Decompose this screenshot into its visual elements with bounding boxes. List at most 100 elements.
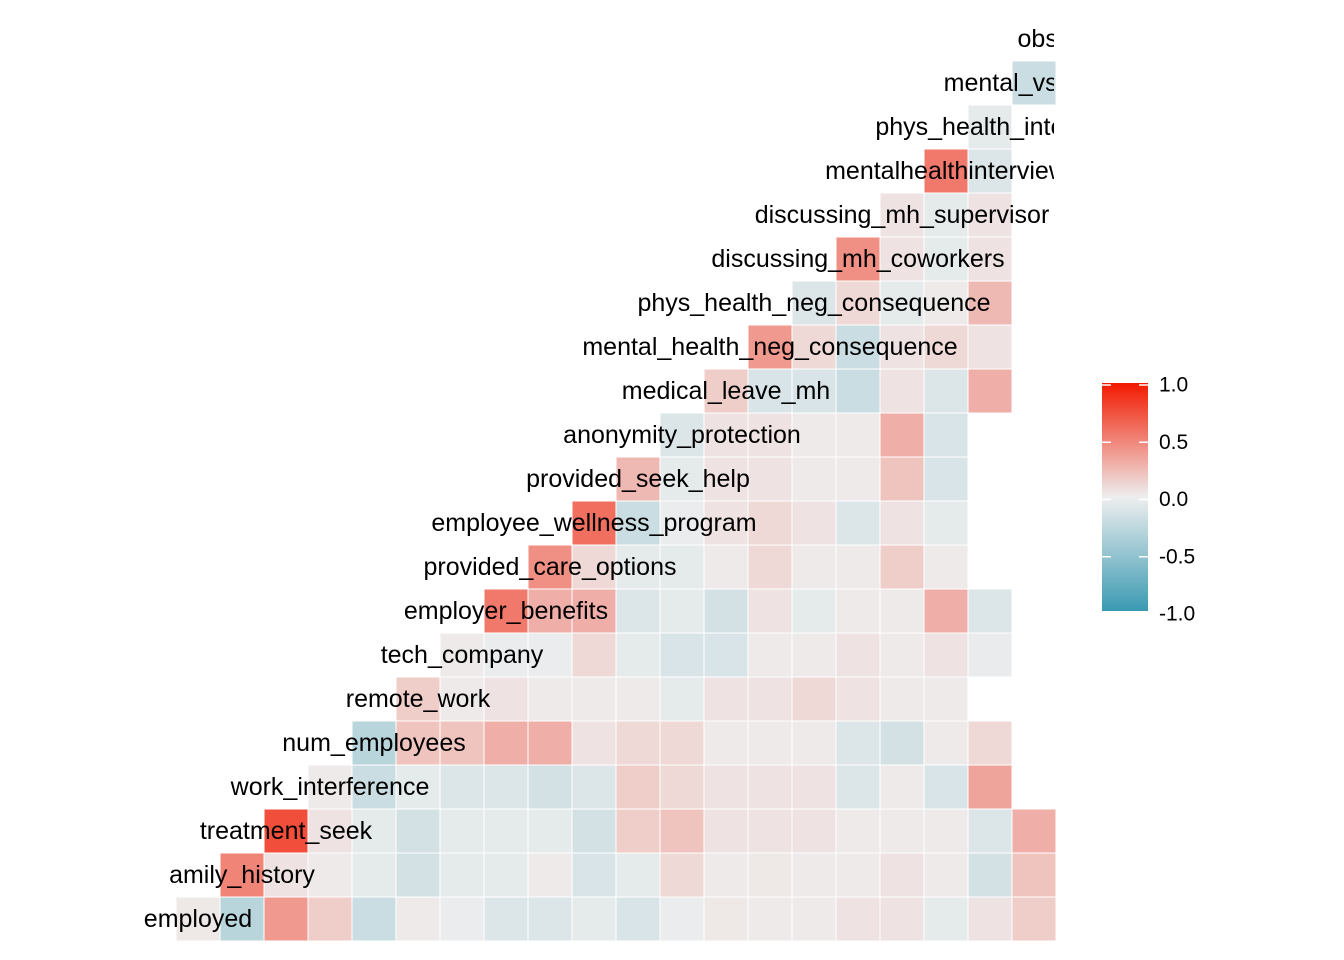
heatmap-cell	[659, 500, 705, 546]
heatmap-cell	[967, 764, 1013, 810]
legend-ticks: 1.0 0.5 0.0 -0.5 -1.0	[1102, 374, 1195, 626]
heatmap-cell	[263, 808, 309, 854]
heatmap-cell	[703, 720, 749, 766]
heatmap-cell	[879, 896, 925, 942]
heatmap-cell	[703, 412, 749, 458]
heatmap-cell	[703, 632, 749, 678]
heatmap-cell	[879, 236, 925, 282]
heatmap-cell	[703, 852, 749, 898]
heatmap-cell	[879, 324, 925, 370]
variable-labels: employed amily_history treatment_seek work_…	[144, 25, 1139, 933]
heatmap-cell	[703, 588, 749, 634]
heatmap-cell	[307, 896, 353, 942]
heatmap-cell	[923, 236, 969, 282]
heatmap-cell	[879, 500, 925, 546]
heatmap-cell	[967, 808, 1013, 854]
heatmap-cell	[703, 456, 749, 502]
heatmap-cell	[967, 192, 1013, 238]
heatmap-cell	[835, 500, 881, 546]
heatmap-cell	[615, 544, 661, 590]
heatmap-cell	[439, 632, 485, 678]
heatmap-cell	[527, 544, 573, 590]
heatmap-cell	[483, 852, 529, 898]
heatmap-cell	[659, 764, 705, 810]
variable-label: anonymity_protection	[563, 421, 801, 449]
heatmap-cell	[791, 456, 837, 502]
heatmap-cell	[835, 412, 881, 458]
variable-label: employee_wellness_program	[431, 509, 756, 537]
heatmap-cell	[747, 456, 793, 502]
heatmap-cell	[395, 808, 441, 854]
variable-label: remote_work	[346, 685, 491, 713]
heatmap-cell	[703, 544, 749, 590]
heatmap-cell	[879, 764, 925, 810]
variable-label: employed	[144, 905, 252, 933]
heatmap-cell	[571, 676, 617, 722]
variable-label: discussing_mh_supervisor	[755, 201, 1050, 229]
heatmap-cell	[659, 412, 705, 458]
heatmap-cell	[439, 764, 485, 810]
variable-label: mentalhealthinterview	[825, 157, 1068, 185]
heatmap-cell	[351, 852, 397, 898]
heatmap-cell	[879, 676, 925, 722]
heatmap-cell	[395, 720, 441, 766]
heatmap-cell	[835, 588, 881, 634]
heatmap-cell	[791, 280, 837, 326]
heatmap-cell	[879, 544, 925, 590]
heatmap-cell	[615, 720, 661, 766]
heatmap-cell	[923, 588, 969, 634]
heatmap-cells	[175, 60, 1057, 942]
heatmap-cell	[923, 412, 969, 458]
variable-label: obs_conse	[1018, 25, 1139, 53]
heatmap-cell	[967, 324, 1013, 370]
variable-label: treatment_seek	[200, 817, 373, 845]
heatmap-cell	[527, 764, 573, 810]
heatmap-cell	[835, 808, 881, 854]
heatmap-cell	[483, 764, 529, 810]
heatmap-cell	[219, 852, 265, 898]
variable-label: tech_company	[381, 641, 544, 669]
heatmap-cell	[835, 852, 881, 898]
heatmap-cell	[571, 500, 617, 546]
heatmap-cell	[967, 104, 1013, 150]
heatmap-cell	[791, 588, 837, 634]
variable-label: amily_history	[169, 861, 315, 889]
heatmap-cell	[483, 632, 529, 678]
heatmap-cell	[967, 896, 1013, 942]
heatmap-cell	[571, 764, 617, 810]
variable-label: work_interference	[230, 773, 430, 801]
heatmap-cell	[923, 632, 969, 678]
color-legend: 1.0 0.5 0.0 -0.5 -1.0	[1102, 374, 1195, 626]
heatmap-cell	[1011, 808, 1057, 854]
variable-label: provided_care_options	[424, 553, 677, 581]
heatmap-cell	[923, 456, 969, 502]
heatmap-cell	[571, 852, 617, 898]
heatmap-cell	[615, 808, 661, 854]
heatmap-cell	[1011, 852, 1057, 898]
heatmap-cell	[923, 764, 969, 810]
heatmap-cell	[923, 676, 969, 722]
heatmap-cell	[879, 720, 925, 766]
heatmap-cell	[791, 896, 837, 942]
legend-tick-label: 0.5	[1159, 431, 1188, 454]
heatmap-cell	[923, 720, 969, 766]
heatmap-cell	[835, 632, 881, 678]
heatmap-cell	[615, 588, 661, 634]
heatmap-cell	[615, 852, 661, 898]
heatmap-cell	[747, 544, 793, 590]
heatmap-cell	[571, 808, 617, 854]
heatmap-cell	[747, 324, 793, 370]
heatmap-cell	[747, 632, 793, 678]
heatmap-cell	[835, 676, 881, 722]
heatmap-cell	[923, 808, 969, 854]
heatmap-cell	[791, 676, 837, 722]
heatmap-cell	[835, 368, 881, 414]
heatmap-cell	[791, 500, 837, 546]
heatmap-cell	[615, 676, 661, 722]
heatmap-cell	[307, 808, 353, 854]
heatmap-cell	[923, 896, 969, 942]
heatmap-cell	[879, 852, 925, 898]
heatmap-cell	[527, 588, 573, 634]
heatmap-cell	[351, 764, 397, 810]
